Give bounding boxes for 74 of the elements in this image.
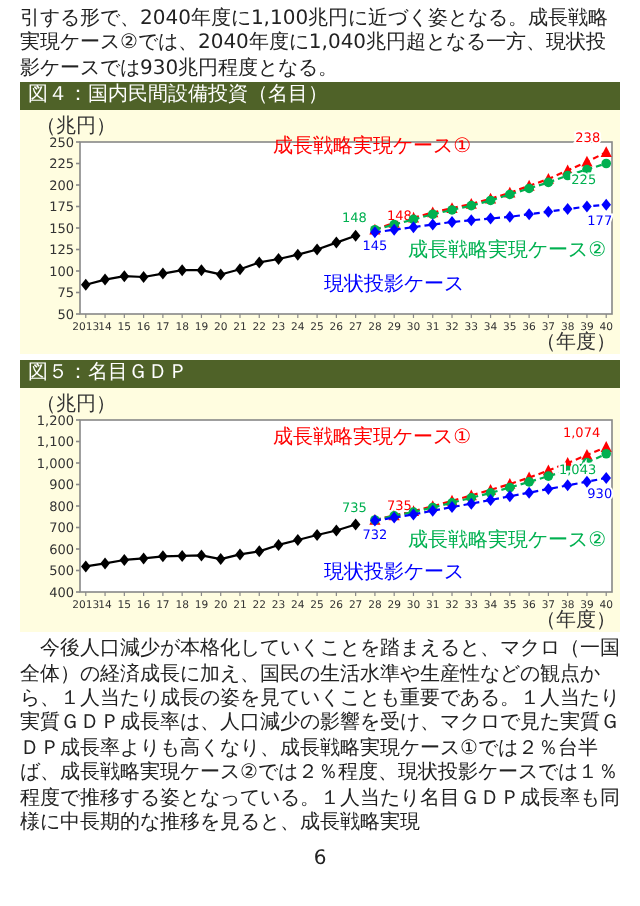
y-axis-title: （兆円）: [36, 114, 116, 139]
point: [235, 263, 245, 276]
point: [543, 178, 554, 188]
point: [466, 498, 477, 511]
point: [543, 471, 554, 482]
text: 現状投影ケース: [324, 560, 465, 585]
point: [485, 212, 496, 225]
text: 引する形で、2040年度に1,100兆円に近づく姿となる。成長戦略実現ケース②では、2040年度に1,040兆円超となる一方、現状投影ケースでは930兆円程度となる。: [20, 8, 611, 83]
point: [582, 200, 592, 213]
x-axis-title: （年度）: [536, 330, 616, 355]
point: [177, 264, 187, 277]
point: [80, 560, 91, 573]
point: [524, 477, 534, 488]
series-label: 成長戦略実現ケース①: [273, 425, 472, 450]
text: 現状投影ケース: [324, 272, 465, 297]
point: [331, 237, 342, 250]
point: [350, 230, 361, 243]
point: [389, 224, 399, 237]
series-label: 成長戦略実現ケース②: [408, 237, 607, 262]
point: [331, 524, 342, 537]
point: [100, 274, 110, 287]
x-axis-title: （年度）: [536, 608, 616, 633]
point: [601, 472, 612, 485]
point: [408, 221, 419, 234]
point: [466, 214, 477, 227]
point: [600, 146, 612, 158]
point: [158, 268, 168, 281]
point: [119, 554, 130, 567]
series-label: 成長戦略実現ケース①: [273, 134, 472, 159]
series-label: 成長戦略実現ケース②: [408, 528, 607, 553]
point: [543, 206, 554, 219]
point: [215, 553, 226, 566]
point: [562, 479, 573, 492]
point: [427, 219, 438, 231]
point: [196, 264, 207, 277]
point: [254, 545, 265, 558]
point: [158, 550, 168, 563]
text: 6: [311, 848, 329, 871]
point: [601, 159, 612, 169]
text: 今後人口減少が本格化していくことを踏まえると、マクロ（一国全体）の経済成長に加え、国民の生活水準や生産性などの観点から、１人当たり成長の姿を見ていくことも重要である。１人当たり実質ＧＤＰ成長率は、人口減少の影響を受け、マクロで見た実質ＧＤＰ成長率よりも高くなり、成長戦略実現ケース①では２％台半ば、成長戦略実現ケース②では２％程度、現状投影ケースでは１％程度で推移する姿となっている。１人当たり名目ＧＤＰ成長率も同様に中長期的な推移を見ると、成長戦略実現: [20, 638, 620, 837]
point: [312, 243, 322, 256]
point: [80, 279, 91, 292]
point: [447, 216, 457, 229]
point: [312, 529, 322, 542]
y-axis-title: （兆円）: [36, 392, 116, 417]
point: [524, 487, 534, 500]
point: [119, 270, 130, 283]
point: [582, 476, 592, 489]
point: [485, 494, 496, 507]
chart-title: 図５：名目ＧＤＰ: [20, 360, 620, 389]
point: [100, 557, 110, 570]
point: [427, 505, 438, 518]
point: [138, 552, 149, 565]
point: [562, 203, 573, 216]
point: [447, 501, 457, 514]
point: [293, 249, 303, 262]
point: [273, 253, 284, 266]
point: [138, 271, 149, 284]
point: [177, 550, 187, 563]
point: [196, 549, 207, 562]
point: [254, 256, 265, 269]
point: [505, 490, 515, 503]
point: [601, 449, 612, 459]
point: [601, 199, 612, 212]
point: [215, 268, 226, 281]
point: [273, 539, 284, 552]
point: [350, 518, 361, 531]
point: [524, 208, 534, 221]
point: [293, 534, 303, 547]
point: [505, 483, 515, 493]
point: [235, 548, 245, 561]
chart-title: 図４：国内民間設備投資（名目）: [20, 82, 620, 111]
point: [543, 483, 554, 496]
point: [505, 211, 515, 224]
